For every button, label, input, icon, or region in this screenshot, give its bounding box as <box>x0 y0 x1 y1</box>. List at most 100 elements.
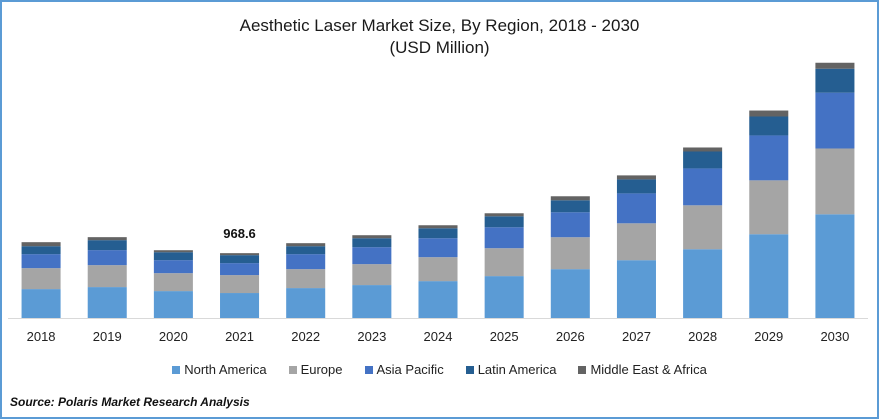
legend-item: Europe <box>288 362 343 377</box>
legend-label: North America <box>184 362 267 377</box>
bar-segment-latin-america-2028 <box>683 151 723 169</box>
bar-segment-asia-pacific-2018 <box>21 254 61 269</box>
bar-segment-middle-east-africa-2022 <box>286 243 326 247</box>
bar-segment-north-america-2019 <box>87 287 127 318</box>
bar-segment-north-america-2030 <box>815 214 855 318</box>
chart-legend: North America Europe Asia Pacific Latin Ame… <box>0 362 879 377</box>
bar-segment-latin-america-2025 <box>484 216 524 228</box>
legend-item: Middle East & Africa <box>578 362 707 377</box>
bar-segment-north-america-2023 <box>352 285 392 318</box>
x-tick-label: 2026 <box>556 329 585 344</box>
bar-segment-europe-2027 <box>616 223 656 261</box>
x-tick-label: 2029 <box>754 329 783 344</box>
legend-swatch <box>465 365 474 374</box>
bar-segment-north-america-2018 <box>21 289 61 318</box>
bar-segment-latin-america-2022 <box>286 246 326 255</box>
bar-segment-asia-pacific-2030 <box>815 92 855 149</box>
x-tick-label: 2022 <box>291 329 320 344</box>
bar-segment-north-america-2026 <box>550 269 590 318</box>
x-tick-label: 2024 <box>424 329 453 344</box>
legend-label: Latin America <box>477 362 557 377</box>
x-tick-label: 2028 <box>688 329 717 344</box>
legend-label: Asia Pacific <box>376 362 444 377</box>
bar-segment-latin-america-2029 <box>749 116 789 136</box>
chart-title: Aesthetic Laser Market Size, By Region, … <box>239 16 640 35</box>
bar-segment-europe-2021 <box>220 275 260 294</box>
data-label: 968.6 <box>223 226 256 241</box>
bar-segment-europe-2026 <box>550 237 590 270</box>
bar-segment-north-america-2025 <box>484 276 524 318</box>
bar-segment-middle-east-africa-2021 <box>220 253 260 256</box>
bar-segment-north-america-2022 <box>286 288 326 318</box>
legend-label: Europe <box>300 362 343 377</box>
bar-segment-north-america-2027 <box>616 260 656 318</box>
bar-segment-middle-east-africa-2027 <box>616 175 656 180</box>
x-tick-label: 2019 <box>93 329 122 344</box>
bar-segment-middle-east-africa-2018 <box>21 242 61 247</box>
chart-subtitle: (USD Million) <box>389 38 490 57</box>
bar-segment-europe-2020 <box>153 273 193 292</box>
x-tick-label: 2030 <box>820 329 849 344</box>
x-tick-label: 2018 <box>27 329 56 344</box>
legend-swatch <box>364 365 373 374</box>
x-tick-label: 2023 <box>357 329 386 344</box>
bar-segment-asia-pacific-2027 <box>616 193 656 224</box>
bar-segment-latin-america-2024 <box>418 228 458 239</box>
bar-segment-asia-pacific-2023 <box>352 247 392 265</box>
x-tick-label: 2020 <box>159 329 188 344</box>
bar-segment-middle-east-africa-2028 <box>683 147 723 152</box>
bar-segment-latin-america-2021 <box>220 255 260 264</box>
bar-segment-europe-2028 <box>683 205 723 250</box>
bar-segment-europe-2024 <box>418 257 458 282</box>
bar-segment-latin-america-2023 <box>352 238 392 248</box>
bar-segment-europe-2025 <box>484 248 524 277</box>
bar-segment-middle-east-africa-2020 <box>153 250 193 253</box>
bar-segment-asia-pacific-2020 <box>153 260 193 274</box>
bar-segment-middle-east-africa-2029 <box>749 110 789 117</box>
bar-segment-middle-east-africa-2026 <box>550 196 590 201</box>
bar-segment-north-america-2029 <box>749 234 789 318</box>
bar-segment-middle-east-africa-2019 <box>87 237 127 241</box>
bar-segment-asia-pacific-2025 <box>484 227 524 249</box>
source-note: Source: Polaris Market Research Analysis <box>10 395 250 409</box>
x-tick-label: 2027 <box>622 329 651 344</box>
bar-segment-north-america-2020 <box>153 291 193 318</box>
bar-segment-middle-east-africa-2025 <box>484 213 524 217</box>
x-tick-label: 2021 <box>225 329 254 344</box>
legend-swatch <box>172 365 181 374</box>
bar-segment-europe-2022 <box>286 269 326 289</box>
bar-segment-asia-pacific-2019 <box>87 250 127 266</box>
bar-segment-asia-pacific-2021 <box>220 263 260 276</box>
bar-segment-middle-east-africa-2030 <box>815 62 855 69</box>
legend-label: Middle East & Africa <box>590 362 707 377</box>
bar-segment-north-america-2021 <box>220 293 260 318</box>
bar-segment-asia-pacific-2022 <box>286 254 326 270</box>
legend-item: Latin America <box>465 362 557 377</box>
legend-item: Asia Pacific <box>364 362 444 377</box>
bar-segment-latin-america-2030 <box>815 68 855 93</box>
bar-segment-europe-2019 <box>87 265 127 288</box>
bar-segment-europe-2018 <box>21 268 61 290</box>
bar-segment-europe-2023 <box>352 264 392 286</box>
bar-segment-middle-east-africa-2023 <box>352 235 392 239</box>
bar-segment-asia-pacific-2026 <box>550 212 590 238</box>
legend-swatch <box>578 365 587 374</box>
bar-segment-asia-pacific-2029 <box>749 135 789 181</box>
bar-segment-asia-pacific-2024 <box>418 238 458 258</box>
legend-swatch <box>288 365 297 374</box>
bar-segment-latin-america-2020 <box>153 252 193 261</box>
bar-segment-europe-2029 <box>749 180 789 235</box>
bar-segment-latin-america-2027 <box>616 179 656 194</box>
bar-segment-middle-east-africa-2024 <box>418 225 458 229</box>
x-tick-label: 2025 <box>490 329 519 344</box>
bar-segment-latin-america-2019 <box>87 240 127 251</box>
bar-segment-latin-america-2018 <box>21 246 61 255</box>
bar-segment-asia-pacific-2028 <box>683 168 723 206</box>
legend-item: North America <box>172 362 267 377</box>
bar-segment-europe-2030 <box>815 148 855 215</box>
bar-segment-north-america-2024 <box>418 281 458 318</box>
bar-segment-latin-america-2026 <box>550 200 590 213</box>
bar-segment-north-america-2028 <box>683 249 723 318</box>
